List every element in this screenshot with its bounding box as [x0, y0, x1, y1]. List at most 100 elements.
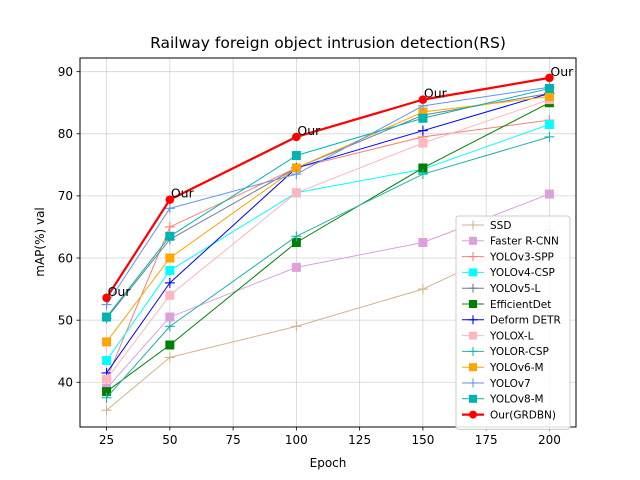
legend-label: YOLOR-CSP: [489, 346, 549, 358]
data-point: [544, 189, 554, 199]
data-point: [291, 321, 302, 332]
legend-label: YOLOv5-L: [489, 283, 541, 295]
legend-entry: Faster R-CNN: [462, 236, 559, 248]
legend-entry: YOLOX-L: [462, 330, 534, 342]
legend-label: YOLOv8-M: [489, 394, 544, 406]
legend-marker: [468, 315, 478, 325]
data-point: [165, 265, 175, 275]
legend-entry: YOLOv4-CSP: [462, 267, 555, 279]
chart-title: Railway foreign object intrusion detecti…: [150, 34, 506, 52]
data-point: [291, 151, 301, 161]
series-our-grdbn-: [102, 73, 554, 303]
data-point: [291, 188, 301, 198]
legend-label: Deform DETR: [490, 315, 561, 327]
data-point: [291, 163, 301, 173]
data-point: [418, 163, 428, 173]
data-point: [418, 238, 428, 247]
our-annotation: Our: [171, 186, 195, 201]
legend-label: YOLOv7: [489, 378, 531, 390]
plot-frame: [79, 57, 577, 428]
legend-marker: [468, 220, 478, 230]
data-point: [291, 231, 302, 242]
data-point: [418, 107, 428, 117]
legend-label: Faster R-CNN: [490, 236, 559, 248]
legend-entry: YOLOv8-M: [462, 394, 544, 406]
legend-marker: [468, 283, 478, 293]
y-tick-label: 50: [58, 313, 73, 327]
y-axis-label: mAP(%) val: [33, 207, 47, 277]
data-point: [291, 238, 301, 247]
legend-marker: [469, 363, 477, 372]
x-tick-label: 50: [162, 433, 177, 447]
legend-marker: [469, 394, 477, 403]
data-point: [292, 132, 301, 142]
legend-marker: [469, 236, 477, 245]
legend-entry: YOLOv5-L: [462, 283, 541, 295]
legend-marker: [469, 331, 477, 340]
legend-label: YOLOv4-CSP: [489, 267, 555, 279]
data-point: [102, 374, 112, 384]
series-yolov8-m: [102, 83, 554, 322]
data-point: [165, 231, 175, 241]
data-point: [164, 221, 175, 232]
data-point: [165, 253, 175, 263]
x-axis-label: Epoch: [310, 456, 347, 470]
data-point: [545, 73, 554, 83]
x-tick-label: 175: [475, 433, 498, 447]
data-point: [544, 83, 554, 93]
data-point: [102, 387, 112, 397]
data-point: [417, 125, 428, 136]
ticks: 25 50 75 100 125 150 175 200 40 50 60 70 80 90: [58, 65, 561, 447]
legend-marker: [469, 268, 477, 277]
legend-marker: [468, 346, 478, 356]
data-point: [164, 277, 175, 288]
data-point: [544, 92, 554, 102]
data-point: [544, 131, 555, 142]
legend-entry: SSD: [462, 220, 511, 232]
data-point: [102, 312, 112, 322]
data-point: [418, 113, 428, 123]
data-point: [164, 352, 175, 363]
y-tick-label: 80: [58, 127, 73, 141]
legend-entry: YOLOv6-M: [462, 362, 544, 374]
data-point: [101, 392, 112, 403]
legend-entry: EfficientDet: [462, 299, 551, 311]
data-point: [164, 321, 175, 332]
our-annotation: Our: [108, 284, 132, 299]
x-tick-label: 150: [411, 433, 434, 447]
data-point: [544, 119, 554, 129]
y-tick-label: 90: [58, 65, 73, 79]
x-tick-label: 100: [285, 433, 308, 447]
y-tick-label: 70: [58, 189, 73, 203]
data-point: [418, 95, 428, 104]
series-yolor-csp: [101, 131, 555, 403]
our-annotation: Our: [297, 123, 321, 138]
data-point: [165, 312, 175, 322]
data-point: [102, 293, 111, 303]
data-point: [102, 356, 112, 366]
legend-entry: Our(GRDBN): [462, 409, 556, 421]
legend: SSD Faster R-CNN YOLOv3-SPP YOLOv4-CSP YOLOv…: [455, 215, 571, 430]
legend-entry: YOLOR-CSP: [462, 346, 549, 358]
legend-marker: [468, 378, 478, 388]
legend-entry: Deform DETR: [462, 315, 561, 327]
data-point: [417, 284, 428, 295]
x-tick-label: 200: [538, 433, 561, 447]
legend-entry: YOLOv3-SPP: [462, 251, 554, 263]
annotations: Our Our Our Our Our: [108, 64, 575, 299]
legend-marker: [468, 252, 478, 262]
legend-marker: [469, 300, 477, 308]
our-annotation: Our: [550, 64, 574, 79]
y-tick-label: 40: [58, 376, 73, 390]
legend-label: YOLOv3-SPP: [489, 251, 554, 263]
legend-label: SSD: [490, 220, 511, 232]
x-tick-label: 125: [348, 433, 371, 447]
y-tick-label: 60: [58, 251, 73, 265]
data-point: [165, 340, 175, 350]
data-point: [291, 262, 301, 272]
legend-label: YOLOX-L: [489, 330, 534, 342]
legend-box: [455, 215, 571, 430]
legend-entry: YOLOv7: [462, 378, 531, 390]
legend-label: EfficientDet: [490, 299, 551, 311]
